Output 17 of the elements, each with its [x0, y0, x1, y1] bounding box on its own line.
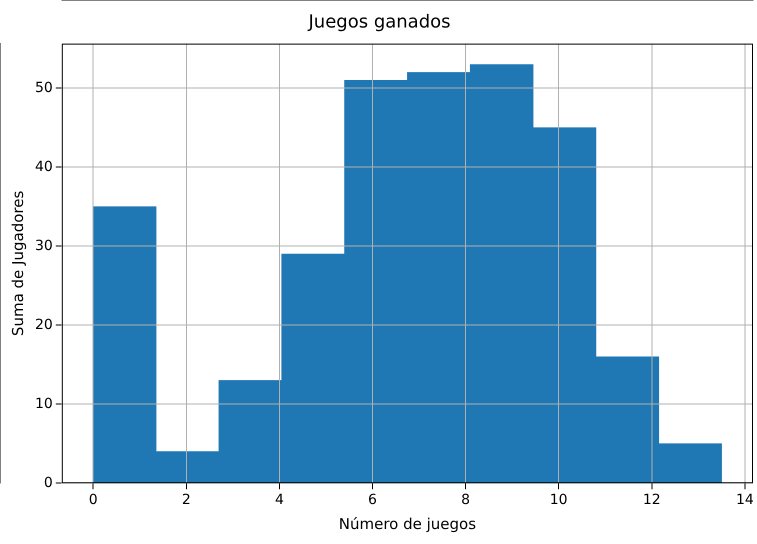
- y-tick-label: 0: [44, 474, 53, 491]
- x-tick-label: 2: [182, 492, 191, 508]
- y-tick-label: 10: [34, 396, 53, 412]
- y-tick-label: 30: [34, 238, 53, 254]
- x-tick-label: 6: [368, 492, 378, 508]
- chart-title: Juegos ganados: [307, 11, 451, 32]
- y-tick-label: 20: [34, 316, 53, 333]
- x-tick-label: 0: [88, 492, 98, 508]
- y-axis-title: Suma de Jugadores: [8, 190, 27, 336]
- x-tick-label: 8: [461, 492, 470, 508]
- x-tick-label: 12: [642, 492, 661, 508]
- x-tick-label: 10: [550, 492, 568, 508]
- x-axis-title: Número de juegos: [338, 514, 476, 533]
- x-tick-label: 4: [274, 492, 284, 508]
- x-tick-label: 14: [736, 492, 754, 508]
- y-tick-label: 50: [34, 80, 53, 96]
- y-tick-label: 40: [34, 158, 53, 175]
